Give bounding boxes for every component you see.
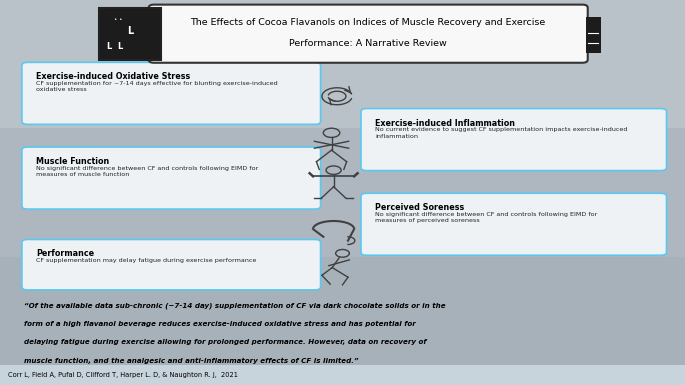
Text: Corr L, Field A, Pufal D, Clifford T, Harper L. D, & Naughton R. J,  2021: Corr L, Field A, Pufal D, Clifford T, Ha… (8, 372, 238, 378)
Text: “Of the available data sub-chronic (~7-14 day) supplementation of CF via dark ch: “Of the available data sub-chronic (~7-1… (24, 302, 446, 309)
Text: CF supplementation may delay fatigue during exercise performance: CF supplementation may delay fatigue dur… (36, 258, 257, 263)
FancyBboxPatch shape (586, 17, 601, 53)
FancyBboxPatch shape (22, 147, 321, 209)
Text: Performance: A Narrative Review: Performance: A Narrative Review (289, 38, 447, 47)
FancyBboxPatch shape (22, 239, 321, 290)
Text: No current evidence to suggest CF supplementation impacts exercise-induced
infla: No current evidence to suggest CF supple… (375, 127, 628, 139)
Text: delaying fatigue during exercise allowing for prolonged performance. However, da: delaying fatigue during exercise allowin… (24, 339, 427, 345)
Text: Performance: Performance (36, 249, 95, 258)
Text: No significant difference between CF and controls following EIMD for
measures of: No significant difference between CF and… (36, 166, 259, 177)
Text: muscle function, and the analgesic and anti-inflammatory effects of CF is limite: muscle function, and the analgesic and a… (24, 358, 359, 364)
Text: CF supplementation for ~7-14 days effective for blunting exercise-induced
oxidat: CF supplementation for ~7-14 days effect… (36, 81, 278, 92)
Text: Exercise-induced Oxidative Stress: Exercise-induced Oxidative Stress (36, 72, 190, 81)
FancyBboxPatch shape (0, 0, 685, 128)
Text: Exercise-induced Inflammation: Exercise-induced Inflammation (375, 119, 515, 127)
FancyBboxPatch shape (99, 8, 161, 60)
Text: Muscle Function: Muscle Function (36, 157, 110, 166)
Text: L  L: L L (107, 42, 123, 51)
Text: • •: • • (114, 17, 122, 22)
FancyBboxPatch shape (0, 365, 685, 385)
FancyBboxPatch shape (149, 5, 588, 63)
FancyBboxPatch shape (361, 109, 667, 171)
Text: Perceived Soreness: Perceived Soreness (375, 203, 464, 212)
Text: The Effects of Cocoa Flavanols on Indices of Muscle Recovery and Exercise: The Effects of Cocoa Flavanols on Indice… (190, 18, 546, 27)
Text: form of a high flavanol beverage reduces exercise-induced oxidative stress and h: form of a high flavanol beverage reduces… (24, 321, 416, 327)
Text: No significant difference between CF and controls following EIMD for
measures of: No significant difference between CF and… (375, 212, 598, 223)
FancyBboxPatch shape (0, 257, 685, 385)
FancyBboxPatch shape (0, 128, 685, 257)
FancyBboxPatch shape (361, 193, 667, 255)
Text: L: L (127, 26, 134, 36)
FancyBboxPatch shape (22, 62, 321, 124)
